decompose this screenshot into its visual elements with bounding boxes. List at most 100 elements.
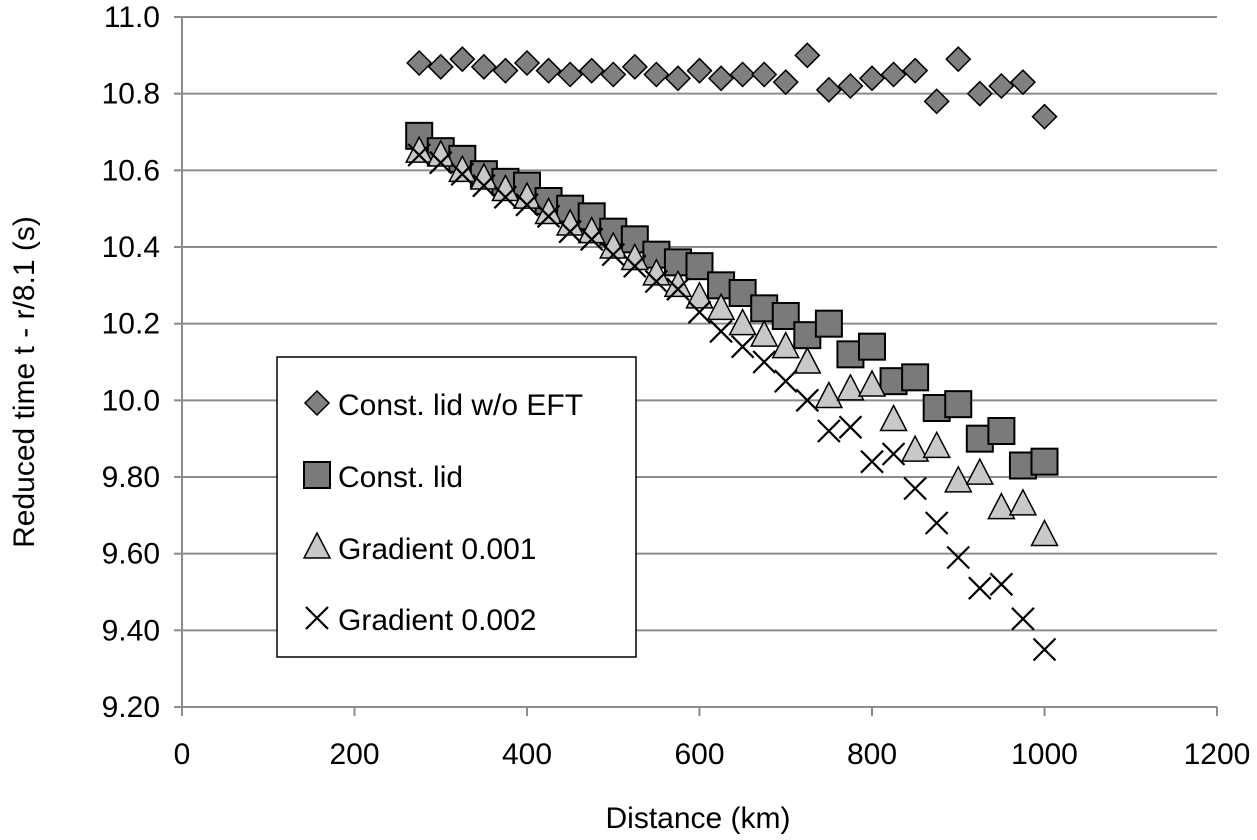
data-point-diamond	[578, 57, 605, 84]
legend-marker-diamond	[303, 389, 331, 417]
y-tick-label: 10.4	[102, 231, 160, 264]
data-point-triangle	[599, 231, 628, 259]
data-point-x	[881, 442, 906, 466]
data-point-diamond	[1009, 69, 1036, 96]
data-point-x	[730, 334, 755, 359]
data-point-x	[450, 162, 475, 186]
data-point-square	[965, 424, 994, 453]
data-point-x	[989, 572, 1014, 597]
data-point-x	[428, 150, 453, 175]
x-tick-label: 600	[674, 738, 724, 771]
legend-item: Const. lid	[303, 461, 463, 494]
data-point-triangle	[922, 430, 951, 459]
series-triangle	[404, 135, 1059, 547]
data-point-triangle	[469, 162, 499, 190]
y-tick-label: 10.8	[102, 78, 160, 111]
data-point-diamond	[643, 61, 670, 88]
data-point-x	[752, 350, 776, 374]
data-point-x	[924, 511, 949, 535]
data-point-triangle	[836, 373, 865, 401]
data-point-diamond	[751, 61, 778, 88]
data-point-triangle	[728, 308, 757, 336]
data-point-square	[987, 417, 1016, 445]
data-point-diamond	[621, 53, 648, 80]
legend-items: Const. lid w/o EFT Const. lid Gradient 0.0…	[302, 389, 583, 637]
y-tick-label: 10.6	[102, 154, 160, 187]
y-tick-label: 9.40	[102, 614, 160, 647]
legend: Const. lid w/o EFT Const. lid Gradient 0.0…	[276, 356, 637, 658]
data-point-x	[666, 277, 690, 301]
legend-marker-square	[303, 461, 331, 489]
y-tick-label: 9.80	[102, 461, 160, 494]
legend-item: Gradient 0.001	[302, 531, 536, 566]
data-point-diamond	[815, 76, 842, 103]
data-point-x	[536, 204, 561, 229]
data-point-diamond	[837, 72, 864, 100]
data-point-diamond	[513, 49, 541, 77]
data-point-x	[407, 143, 431, 167]
data-point-diamond	[772, 69, 799, 96]
legend-item: Gradient 0.002	[305, 604, 536, 637]
data-point-triangle	[987, 492, 1016, 520]
data-point-x	[623, 254, 647, 278]
data-point-diamond	[966, 80, 993, 107]
data-point-diamond	[449, 46, 476, 73]
data-point-x	[558, 219, 582, 244]
data-point-diamond	[880, 61, 907, 88]
data-point-x	[817, 419, 841, 443]
data-point-x	[838, 415, 863, 439]
data-point-x	[579, 227, 604, 252]
data-point-triangle	[685, 281, 714, 309]
data-point-square	[901, 363, 930, 392]
data-point-triangle	[620, 242, 650, 271]
data-point-diamond	[427, 53, 454, 80]
data-point-x	[644, 269, 669, 294]
data-point-triangle	[512, 181, 542, 209]
legend-marker-x	[305, 606, 329, 630]
data-point-diamond	[1031, 103, 1058, 130]
data-point-square	[1030, 447, 1059, 476]
data-point-x	[709, 319, 733, 344]
data-point-triangle	[814, 380, 844, 409]
legend-label: Gradient 0.001	[338, 533, 536, 566]
data-point-x	[601, 242, 626, 267]
data-point-triangle	[555, 208, 585, 236]
x-tick-labels: 0 200 400 600 800 1000 1200	[174, 738, 1251, 771]
y-tick-label: 11.0	[104, 1, 160, 34]
x-tick-label: 1200	[1184, 738, 1251, 771]
data-point-diamond	[535, 57, 562, 84]
data-point-diamond	[858, 65, 886, 92]
data-point-triangle	[1030, 518, 1059, 547]
y-tick-label: 10.2	[102, 308, 160, 341]
data-point-square	[814, 309, 843, 338]
data-point-diamond	[945, 46, 972, 73]
data-point-x	[860, 449, 884, 474]
data-point-diamond	[557, 61, 584, 88]
axes	[174, 16, 1218, 716]
data-point-triangle	[944, 465, 973, 493]
data-point-square	[944, 390, 973, 419]
x-tick-label: 200	[329, 738, 379, 771]
data-point-diamond	[600, 61, 627, 88]
data-point-triangle	[965, 457, 995, 485]
y-tick-label: 9.60	[102, 538, 160, 571]
data-point-triangle	[577, 216, 606, 244]
data-point-diamond	[729, 61, 756, 88]
data-point-triangle	[1008, 488, 1038, 516]
data-point-x	[773, 369, 798, 393]
data-point-diamond	[470, 53, 497, 80]
data-point-triangle	[749, 319, 779, 347]
x-tick-label: 1000	[1011, 738, 1078, 771]
data-point-triangle	[879, 403, 908, 432]
data-point-triangle	[793, 346, 822, 374]
x-axis-title: Distance (km)	[605, 802, 790, 835]
data-point-x	[472, 173, 496, 198]
x-tick-label: 0	[174, 738, 191, 771]
legend-label: Const. lid w/o EFT	[338, 389, 583, 422]
legend-item: Const. lid w/o EFT	[303, 389, 583, 422]
data-point-triangle	[900, 434, 930, 462]
data-point-x	[1011, 607, 1035, 631]
data-point-x	[515, 193, 539, 217]
